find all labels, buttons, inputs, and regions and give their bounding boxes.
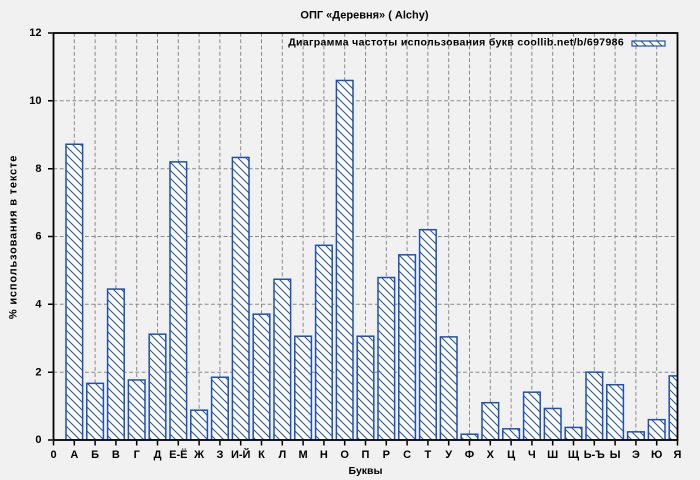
svg-text:Т: Т xyxy=(425,449,432,461)
svg-text:В: В xyxy=(112,449,120,461)
svg-text:8: 8 xyxy=(35,163,41,175)
svg-text:Д: Д xyxy=(154,449,162,461)
svg-text:У: У xyxy=(445,449,452,461)
svg-text:10: 10 xyxy=(29,95,41,107)
svg-text:Ш: Ш xyxy=(547,449,558,461)
svg-text:Ж: Ж xyxy=(193,449,204,461)
svg-text:6: 6 xyxy=(35,231,41,243)
svg-text:М: М xyxy=(299,449,308,461)
svg-text:% использования в тексте: % использования в тексте xyxy=(8,155,20,319)
svg-text:Э: Э xyxy=(632,449,640,461)
svg-text:Е-Ё: Е-Ё xyxy=(169,448,187,461)
svg-text:С: С xyxy=(403,449,411,461)
svg-text:О: О xyxy=(340,449,349,461)
svg-text:Ч: Ч xyxy=(528,449,536,461)
svg-text:Г: Г xyxy=(134,449,141,461)
svg-text:Л: Л xyxy=(278,449,286,461)
svg-text:Н: Н xyxy=(320,449,328,461)
svg-text:Диаграмма частоты использовани: Диаграмма частоты использования букв coo… xyxy=(288,37,624,49)
svg-text:0: 0 xyxy=(35,434,41,446)
svg-text:Б: Б xyxy=(91,449,99,461)
svg-text:Р: Р xyxy=(383,449,390,461)
svg-text:Ы: Ы xyxy=(610,449,621,461)
svg-text:Ц: Ц xyxy=(507,449,515,461)
svg-text:П: П xyxy=(362,449,370,461)
svg-text:0: 0 xyxy=(50,449,56,461)
svg-text:А: А xyxy=(70,449,78,461)
svg-text:Я: Я xyxy=(674,449,682,461)
svg-text:ОПГ «Деревня» ( Alchy): ОПГ «Деревня» ( Alchy) xyxy=(300,10,428,22)
svg-text:Буквы: Буквы xyxy=(349,465,383,477)
svg-text:12: 12 xyxy=(29,27,41,39)
svg-text:К: К xyxy=(258,449,265,461)
svg-text:Ь-Ъ: Ь-Ъ xyxy=(584,449,606,461)
svg-text:И-Й: И-Й xyxy=(231,448,251,461)
svg-text:З: З xyxy=(216,449,223,461)
svg-text:4: 4 xyxy=(35,299,42,311)
svg-text:2: 2 xyxy=(35,366,41,378)
svg-text:Щ: Щ xyxy=(568,449,580,461)
svg-text:Ф: Ф xyxy=(465,449,474,461)
svg-text:Ю: Ю xyxy=(651,449,662,461)
svg-text:Х: Х xyxy=(487,449,495,461)
